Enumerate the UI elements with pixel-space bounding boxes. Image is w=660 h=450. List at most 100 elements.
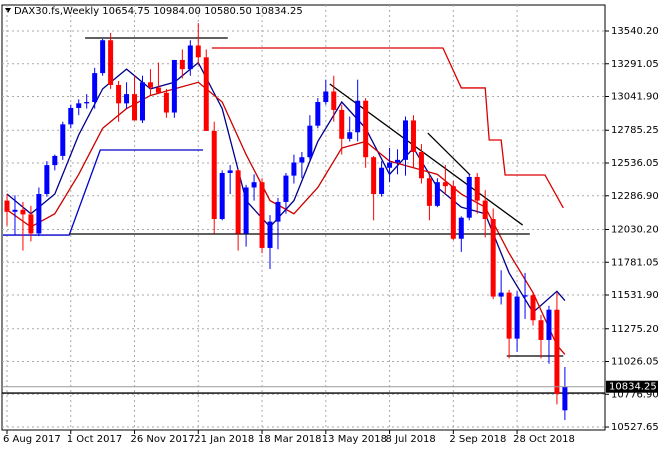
y-tick-label: 10776.90 bbox=[611, 389, 659, 400]
candle-body bbox=[179, 59, 185, 70]
x-tick-label: 8 Jul 2018 bbox=[386, 434, 436, 445]
x-tick-label: 6 Aug 2017 bbox=[3, 434, 61, 445]
indicator-line bbox=[211, 47, 564, 209]
last-price-box bbox=[606, 380, 658, 393]
x-tick-label: 18 Mar 2018 bbox=[258, 434, 321, 445]
candle-body bbox=[315, 102, 321, 126]
y-tick-label: 13041.90 bbox=[611, 92, 659, 103]
y-tick-label: 13291.05 bbox=[611, 59, 659, 70]
candle-body bbox=[395, 159, 401, 163]
candle-body bbox=[554, 309, 560, 394]
y-tick-label: 11275.20 bbox=[611, 324, 659, 335]
candle-body bbox=[275, 201, 281, 222]
indicator-line bbox=[427, 132, 471, 176]
last-price-label: 10834.25 bbox=[609, 382, 657, 393]
candle-body bbox=[84, 102, 90, 104]
candle-body bbox=[363, 100, 369, 158]
y-tick-label: 11531.90 bbox=[611, 290, 659, 301]
candle-body bbox=[379, 167, 385, 195]
x-tick-label: 21 Jan 2018 bbox=[194, 434, 254, 445]
candle-body bbox=[522, 295, 528, 297]
candle-body bbox=[474, 176, 480, 201]
candle-body bbox=[60, 124, 66, 156]
candle-body bbox=[355, 100, 361, 133]
candle-body bbox=[52, 155, 58, 166]
y-tick-label: 11781.05 bbox=[611, 257, 659, 268]
candle-body bbox=[482, 200, 488, 220]
candle-body bbox=[490, 219, 496, 297]
x-tick-label: 1 Oct 2017 bbox=[67, 434, 122, 445]
candle-body bbox=[108, 40, 114, 85]
y-tick-label: 10527.65 bbox=[611, 422, 659, 433]
candle-body bbox=[203, 57, 209, 131]
candle-body bbox=[434, 182, 440, 206]
candle-body bbox=[387, 162, 393, 168]
y-tick-label: 11026.05 bbox=[611, 357, 659, 368]
candle-body bbox=[116, 84, 122, 104]
y-tick-label: 12030.20 bbox=[611, 225, 659, 236]
indicator-line bbox=[3, 149, 204, 236]
candle-body bbox=[195, 45, 201, 58]
menu-icon bbox=[5, 8, 11, 13]
candle-body bbox=[20, 209, 26, 215]
candle-body bbox=[267, 221, 273, 248]
candle-body bbox=[291, 162, 297, 176]
candle-body bbox=[562, 386, 568, 411]
candle-body bbox=[546, 309, 552, 340]
plot bbox=[2, 5, 605, 430]
candle-body bbox=[219, 173, 225, 220]
x-tick-label: 28 Oct 2018 bbox=[513, 434, 575, 445]
y-tick-label: 12536.05 bbox=[611, 158, 659, 169]
candle-body bbox=[171, 59, 177, 113]
candle-body bbox=[538, 320, 544, 340]
candle-body bbox=[155, 87, 161, 93]
candle-body bbox=[44, 165, 50, 195]
candle-body bbox=[124, 94, 130, 104]
candle-body bbox=[331, 91, 337, 110]
candle-body bbox=[235, 170, 241, 234]
candle-body bbox=[530, 295, 536, 321]
y-tick-label: 12286.90 bbox=[611, 191, 659, 202]
candle-body bbox=[4, 200, 10, 212]
candle-body bbox=[498, 292, 504, 297]
candle-body bbox=[92, 73, 98, 103]
indicator-line bbox=[329, 83, 524, 226]
candle-body bbox=[418, 151, 424, 179]
candle-body bbox=[450, 186, 456, 239]
candle-body bbox=[426, 178, 432, 206]
candle-body bbox=[139, 82, 145, 121]
candle-body bbox=[227, 170, 233, 174]
candle-body bbox=[28, 214, 34, 234]
candle-body bbox=[12, 209, 18, 212]
candle-body bbox=[323, 91, 329, 103]
candle-body bbox=[299, 157, 305, 163]
candle-body bbox=[514, 296, 520, 339]
plot-area bbox=[1, 4, 606, 431]
candle-body bbox=[403, 120, 408, 160]
candle-body bbox=[36, 194, 42, 234]
candle-body bbox=[132, 94, 138, 121]
candle-body bbox=[371, 157, 377, 195]
y-tick-label: 12785.25 bbox=[611, 125, 659, 136]
chart-title: DAX30.fs,Weekly 10654.75 10984.00 10580.… bbox=[14, 6, 303, 17]
candle-body bbox=[187, 45, 193, 70]
x-tick-label: 26 Nov 2017 bbox=[131, 434, 195, 445]
candle-body bbox=[163, 92, 169, 113]
candle-body bbox=[76, 103, 82, 108]
candle-body bbox=[347, 132, 353, 139]
candle-body bbox=[68, 107, 74, 125]
candle-body bbox=[442, 182, 448, 187]
candle-body bbox=[259, 182, 265, 248]
candle-body bbox=[506, 292, 512, 339]
candle-body bbox=[147, 82, 153, 88]
candle-body bbox=[339, 109, 345, 139]
candle-body bbox=[307, 125, 313, 158]
candle-body bbox=[100, 40, 106, 74]
candle-body bbox=[243, 187, 249, 234]
candle-body bbox=[283, 175, 289, 202]
x-tick-label: 2 Sep 2018 bbox=[449, 434, 506, 445]
candle-body bbox=[211, 130, 217, 220]
candle-body bbox=[458, 217, 464, 239]
y-tick-label: 13540.20 bbox=[611, 26, 659, 37]
